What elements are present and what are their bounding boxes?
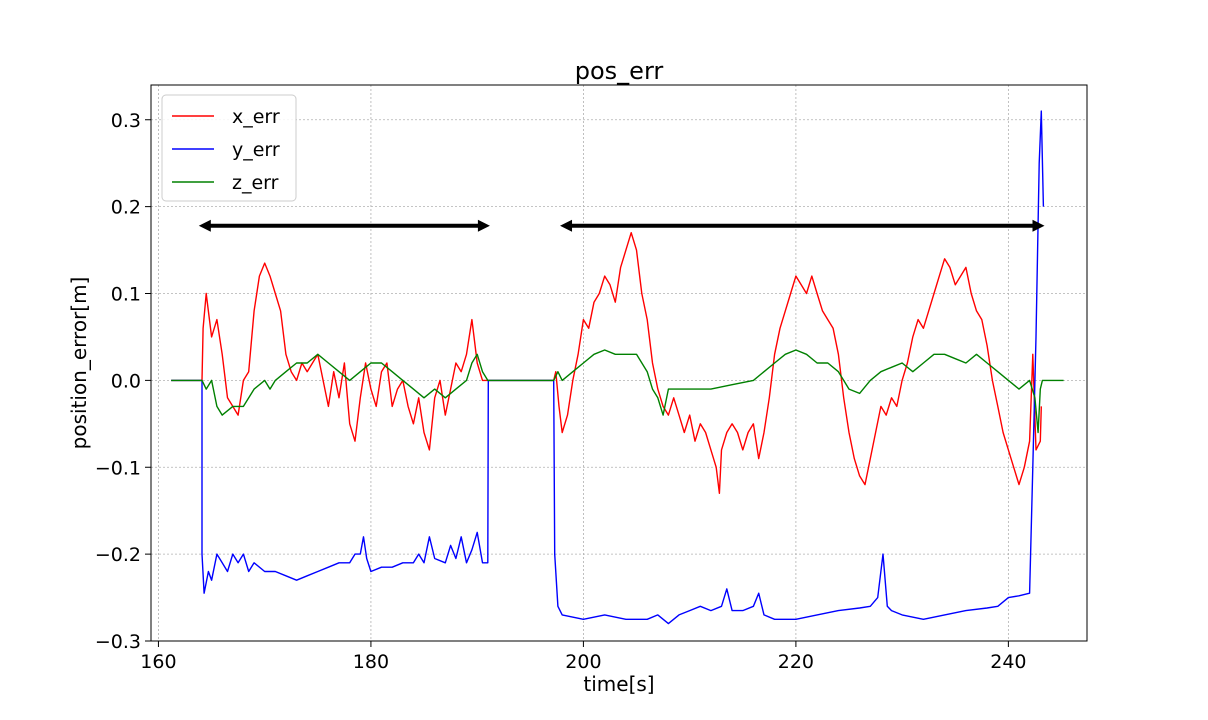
arrow-head-right (1032, 219, 1045, 232)
axis-ticks: 160 180 200 220 240 −0.3 −0.2 −0.1 0.0 0.1 0.2 0.3 (95, 110, 1027, 673)
plot-series-group (171, 110, 1064, 625)
x-axis-label: time[s] (583, 672, 654, 696)
grid (151, 85, 1087, 642)
legend-box (161, 94, 297, 202)
legend: x_err y_err z_err (161, 94, 297, 202)
arrow-head-left (560, 219, 573, 232)
annotations-group (198, 219, 1045, 232)
double-arrow-annotation (560, 219, 1045, 232)
x-tick-label: 240 (990, 651, 1026, 673)
y-tick-label: 0.2 (111, 197, 141, 219)
legend-label-y-err: y_err (232, 139, 280, 161)
legend-label-x-err: x_err (232, 106, 280, 128)
y-tick-label: 0.3 (111, 110, 141, 132)
y-tick-label: −0.2 (95, 544, 141, 566)
legend-label-z-err: z_err (232, 172, 279, 194)
plot-frame (150, 84, 1088, 642)
y-tick-label: 0.1 (111, 284, 141, 306)
arrow-head-left (198, 219, 211, 232)
double-arrow-annotation (198, 219, 490, 232)
y-tick-label: 0.0 (111, 370, 141, 392)
x-tick-label: 160 (140, 651, 176, 673)
x-tick-label: 220 (778, 651, 814, 673)
chart-title: pos_err (575, 57, 664, 85)
series-line-x-err (171, 232, 1042, 494)
y-tick-label: −0.3 (95, 631, 141, 653)
arrow-head-right (477, 219, 490, 232)
x-tick-label: 180 (353, 651, 389, 673)
x-tick-label: 200 (565, 651, 601, 673)
series-line-z-err (171, 349, 1064, 434)
y-tick-label: −0.1 (95, 457, 141, 479)
y-axis-label: position_error[m] (67, 277, 91, 450)
